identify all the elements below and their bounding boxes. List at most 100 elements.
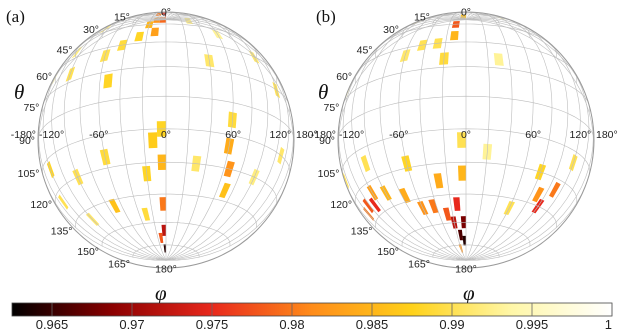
heatmap-cell — [457, 132, 466, 148]
grid-meridian — [465, 11, 490, 261]
phi-tick-label: 60° — [525, 129, 541, 141]
colorbar-tick-label: 0.965 — [36, 317, 69, 332]
theta-tick-label: 60° — [36, 71, 52, 83]
theta-tick-label: 135° — [51, 226, 73, 238]
theta-tick-label: 30° — [383, 24, 399, 36]
grid-meridian — [165, 18, 290, 261]
phi-tick-label: -120° — [339, 129, 364, 141]
phi-tick-label: 120° — [570, 129, 592, 141]
phi-label-a: φ — [155, 281, 167, 305]
theta-tick-label: 45° — [357, 45, 373, 57]
theta-tick-label: 120° — [330, 199, 352, 211]
theta-tick-label: 165° — [108, 259, 130, 271]
heatmap-cell — [368, 197, 381, 213]
colorbar-tick-label: 0.975 — [196, 317, 229, 332]
colorbar-tick-label: 0.985 — [356, 317, 389, 332]
heatmap-cell — [362, 198, 374, 214]
panel-label-b: (b) — [316, 7, 336, 26]
heatmap-cell — [108, 198, 121, 213]
grid-meridian — [442, 11, 467, 261]
theta-tick-label: 0° — [161, 7, 171, 19]
theta-tick-label: 105° — [18, 168, 40, 180]
theta-tick-label: 135° — [351, 226, 373, 238]
phi-tick-label: -180° — [311, 129, 336, 141]
grid-meridian — [342, 18, 467, 261]
theta-tick-label: 90° — [19, 135, 35, 147]
heatmap-cell — [549, 181, 561, 198]
heatmap-cell — [532, 186, 545, 203]
heatmap-cell — [458, 165, 466, 181]
heatmap-cell — [457, 229, 463, 241]
heatmap-cell — [103, 73, 113, 89]
heatmap-cell — [360, 154, 371, 173]
grid-meridian — [465, 13, 534, 261]
phi-label-b: φ — [463, 281, 475, 305]
colorbar: 0.965 0.97 0.975 0.98 0.985 0.99 0.995 1 — [11, 302, 613, 332]
phi-tick-label: 180° — [596, 129, 618, 141]
heatmap-cell — [134, 31, 144, 42]
theta-tick-labels: 0° 15° 30° 45° 60° 75° 90° 105° 120° 135° 150° 165°… — [318, 7, 477, 276]
heatmap-cell — [343, 172, 349, 190]
phi-tick-label: 180° — [296, 129, 318, 141]
grid-meridian — [119, 12, 167, 261]
colorbar-tick-label: 0.995 — [516, 317, 549, 332]
theta-tick-label: 45° — [57, 45, 73, 57]
heatmap-cell — [462, 235, 466, 246]
theta-tick-label: 105° — [318, 168, 340, 180]
grid-meridian — [98, 13, 167, 261]
heatmap-cell — [433, 173, 444, 189]
theta-tick-label: 165° — [408, 259, 430, 271]
heatmap-cell — [161, 224, 166, 236]
phi-tick-labels: -180° -120° -60° 0° 60° 120° 180° — [311, 129, 618, 141]
phi-tick-labels: -180° -120° -60° 0° 60° 120° 180° — [11, 129, 318, 141]
grid-meridian — [38, 19, 167, 261]
theta-tick-label: 180° — [155, 263, 177, 275]
grid-meridian — [165, 13, 234, 261]
heatmap-cell — [493, 53, 504, 66]
sphere-outline — [337, 11, 595, 269]
heatmap-cell — [428, 199, 439, 214]
heatmap-cell — [158, 232, 164, 243]
phi-tick-label: 0° — [461, 129, 471, 141]
heatmap-cell — [150, 27, 159, 37]
phi-tick-label: -120° — [39, 129, 64, 141]
theta-label-a: θ — [14, 80, 24, 104]
grid-meridian — [338, 19, 467, 261]
phi-tick-label: 0° — [161, 129, 171, 141]
grid-meridian — [398, 13, 467, 261]
heatmap-cell — [453, 197, 461, 211]
grid-meridian — [419, 12, 467, 261]
heatmap-cell — [141, 207, 151, 221]
grid-meridian — [42, 18, 167, 261]
colorbar-tick-label: 1 — [605, 317, 612, 332]
heatmap-cell — [442, 207, 452, 221]
heatmap-cell — [58, 194, 69, 210]
theta-tick-labels: 0° 15° 30° 45° 60° 75° 90° 105° 120° 135° 150° 165°… — [18, 7, 177, 276]
heatmap-cell — [163, 244, 166, 253]
theta-label-b: θ — [318, 80, 328, 104]
colorbar-gradient — [11, 302, 613, 317]
heatmap-cell — [219, 182, 231, 199]
heatmap-cell — [450, 31, 459, 41]
heatmap-cell — [148, 132, 158, 149]
theta-tick-label: 150° — [377, 246, 399, 258]
theta-tick-label: 0° — [461, 7, 471, 19]
phi-tick-label: -60° — [389, 129, 408, 141]
phi-tick-label: -180° — [11, 129, 36, 141]
phi-tick-label: 60° — [225, 129, 241, 141]
theta-tick-label: 15° — [114, 11, 130, 23]
theta-tick-label: 90° — [319, 135, 335, 147]
colorbar-tick-label: 0.98 — [279, 317, 304, 332]
colorbar-tick-label: 0.99 — [439, 317, 464, 332]
theta-tick-label: 180° — [455, 263, 477, 275]
grid-meridian — [165, 11, 190, 261]
grid-meridian — [142, 11, 167, 261]
sphere-panel-b: 0° 15° 30° 45° 60° 75° 90° 105° 120° 135° 150° 165°… — [311, 7, 618, 276]
theta-tick-label: 75° — [24, 102, 40, 114]
phi-tick-label: -60° — [89, 129, 108, 141]
grid-meridian — [465, 18, 590, 261]
panel-label-a: (a) — [6, 7, 25, 26]
heatmap-cell — [71, 45, 83, 59]
theta-tick-label: 75° — [324, 102, 340, 114]
